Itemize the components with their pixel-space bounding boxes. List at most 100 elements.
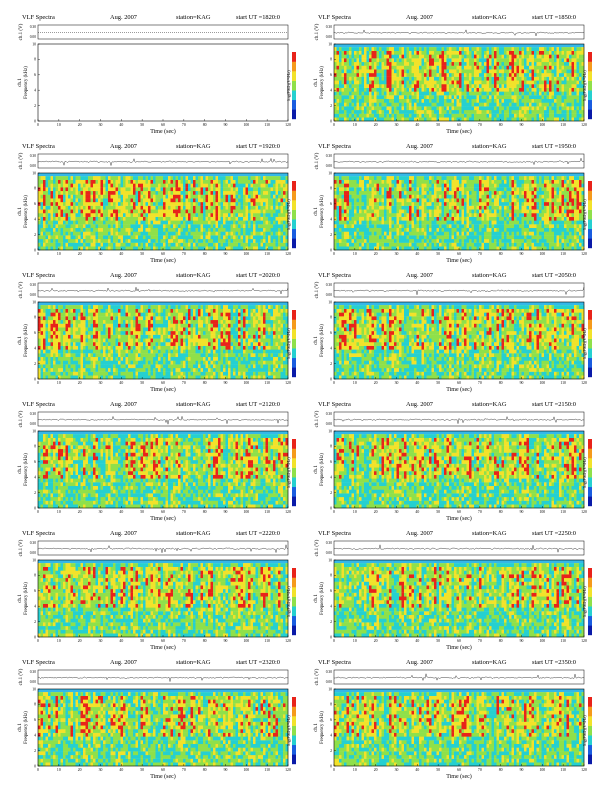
spectrogram-cell xyxy=(416,231,420,236)
spectrogram-cell xyxy=(190,216,194,221)
spectrogram-cell xyxy=(406,205,410,210)
spectrogram-cell xyxy=(173,198,176,203)
spectrogram-cell xyxy=(421,80,425,85)
spectrogram-cell xyxy=(399,65,402,70)
spectrogram-cell xyxy=(531,113,535,118)
spectrogram-cell xyxy=(461,106,465,111)
spectrogram-cell xyxy=(203,179,206,184)
spectrogram-cell xyxy=(205,201,209,206)
spectrogram-cell xyxy=(401,194,405,199)
spectrogram-cell xyxy=(359,76,362,81)
colorbar-label: log(PSD)(V²/Hz) xyxy=(286,199,291,230)
spectrogram-cell xyxy=(208,224,211,229)
spectrogram-cell xyxy=(38,187,41,192)
spectrogram-cell xyxy=(53,238,56,243)
spectrogram-cell xyxy=(371,194,375,199)
spectrogram-cell xyxy=(411,113,415,118)
spectrogram-cell xyxy=(98,220,101,225)
spectrogram-cell xyxy=(501,54,505,59)
spectrogram-cell xyxy=(516,61,520,66)
spectrogram-cell xyxy=(386,235,390,240)
spectrogram-cell xyxy=(364,106,367,111)
spectrogram-cell xyxy=(396,113,400,118)
spectrogram-cell xyxy=(150,205,154,210)
spectrogram-cell xyxy=(419,176,422,180)
spectrogram-cell xyxy=(469,84,472,88)
spectrogram-cell xyxy=(359,47,362,51)
spectrogram-cell xyxy=(359,198,362,203)
spectrogram-cell xyxy=(399,209,402,214)
spectrogram-cell xyxy=(349,80,352,85)
spectrogram-cell xyxy=(55,179,59,184)
start-time-value: 1850:0 xyxy=(558,14,576,21)
spectrogram-cell xyxy=(258,209,261,214)
x-tick-label: 120 xyxy=(285,252,291,256)
spectrogram-cell xyxy=(78,238,81,243)
spectrogram-cell xyxy=(429,76,432,81)
spectrogram-cell xyxy=(178,216,181,221)
spectrogram-cell xyxy=(218,246,221,251)
spectrogram-cell xyxy=(43,183,46,188)
spectrogram-cell xyxy=(185,213,189,217)
spectrogram-cell xyxy=(170,227,174,232)
spectrogram-cell xyxy=(58,227,61,232)
spectrogram-cell xyxy=(536,50,540,55)
spectrogram-cell xyxy=(484,95,487,100)
spectrogram-cell xyxy=(446,95,450,100)
spectrogram-cell xyxy=(436,87,440,92)
spectrogram-cell xyxy=(83,227,86,232)
spectrogram-cell xyxy=(235,179,239,184)
spectrogram-cell xyxy=(193,209,196,214)
spectrogram-cell xyxy=(511,47,515,51)
spectrogram-cell xyxy=(75,179,79,184)
spectrogram-cell xyxy=(486,69,490,74)
spectrogram-cell xyxy=(148,246,151,251)
x-tick-label: 70 xyxy=(182,123,186,127)
spectrogram-cell xyxy=(396,69,400,74)
spectrogram-cell xyxy=(70,194,74,199)
spectrogram-cell xyxy=(195,246,199,251)
spectrogram-cell xyxy=(464,102,467,107)
spectrogram-cell xyxy=(381,227,385,232)
spectrogram-cell xyxy=(113,209,116,214)
spectrogram-cell xyxy=(376,50,380,55)
spectrogram-cell xyxy=(90,209,94,214)
spectrogram-cell xyxy=(409,50,412,55)
spectrogram-cell xyxy=(123,235,126,240)
spectrogram-cell xyxy=(406,84,410,88)
spectrogram-cell xyxy=(90,238,94,243)
spectrogram-cell xyxy=(369,72,372,77)
spectrogram-cell xyxy=(140,235,144,240)
spectrogram-cell xyxy=(359,84,362,88)
spectrogram-cell xyxy=(489,76,492,81)
spectrogram-cell xyxy=(434,72,437,77)
spectrogram-cell xyxy=(554,50,557,55)
spectrogram-cell xyxy=(371,231,375,236)
spectrogram-cell xyxy=(105,201,109,206)
spectrogram-cell xyxy=(419,209,422,214)
spectrogram-cell xyxy=(75,187,79,192)
spectrogram-cell xyxy=(421,220,425,225)
spectrogram-cell xyxy=(123,198,126,203)
spectrogram-cell xyxy=(63,190,66,195)
spectrogram-cell xyxy=(143,231,146,236)
spectrogram-cell xyxy=(486,113,490,118)
spectrogram-cell xyxy=(509,95,512,100)
spectrogram-cell xyxy=(50,176,54,180)
x-tick-label: 10 xyxy=(353,123,357,127)
spectrogram-cell xyxy=(95,216,99,221)
spectrogram-cell xyxy=(366,65,370,70)
spectrogram-cell xyxy=(270,246,274,251)
spectrogram-cell xyxy=(123,246,126,251)
spectrogram-cell xyxy=(354,54,357,59)
spectrogram-cell xyxy=(386,50,390,55)
spectrogram-cell xyxy=(409,76,412,81)
spectrogram-cell xyxy=(113,216,116,221)
spectrogram-cell xyxy=(424,54,427,59)
spectrogram-cell xyxy=(163,194,166,199)
spectrogram-cell xyxy=(371,50,375,55)
spectrogram-cell xyxy=(60,183,64,188)
x-tick-label: 100 xyxy=(243,252,249,256)
spectrogram-cell xyxy=(275,238,279,243)
spectrogram-cell xyxy=(280,179,284,184)
